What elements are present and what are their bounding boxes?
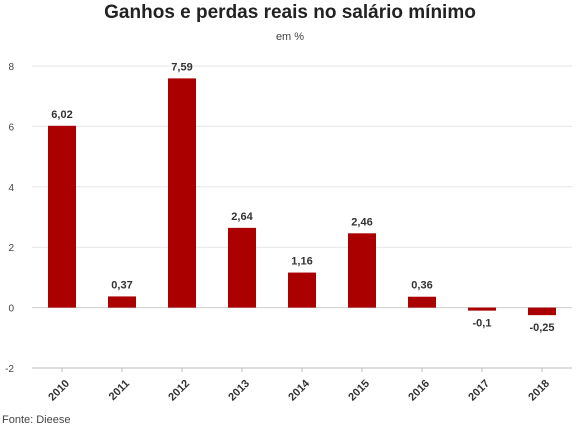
- data-label-2016: 0,36: [411, 280, 432, 292]
- y-tick-label: -2: [5, 364, 14, 375]
- x-tick-label: 2010: [46, 378, 72, 404]
- y-tick-label: 2: [8, 243, 14, 254]
- data-label-2015: 2,46: [351, 216, 372, 228]
- data-label-2012: 7,59: [171, 61, 192, 73]
- x-tick-label: 2017: [466, 378, 492, 404]
- x-tick-label: 2016: [406, 378, 432, 404]
- bar-2010: [48, 125, 76, 308]
- data-label-2014: 1,16: [291, 256, 312, 268]
- data-label-2017: -0,1: [473, 318, 492, 330]
- x-tick-label: 2015: [346, 378, 372, 404]
- x-axis: 2010 2011 2012 2013 2014 2015 2016 2017 2018: [46, 368, 552, 403]
- bar-2012: [168, 78, 196, 308]
- bar-2013: [228, 227, 256, 308]
- bar-2018: [528, 307, 556, 316]
- data-label-2013: 2,64: [231, 211, 253, 223]
- bar-2011: [108, 296, 136, 308]
- data-label-2011: 0,37: [111, 279, 132, 291]
- source-note: Fonte: Dieese: [2, 414, 71, 426]
- y-tick-label: 0: [8, 304, 14, 315]
- data-label-2018: -0,25: [529, 322, 554, 334]
- y-axis: 8 6 4 2 0 -2: [5, 62, 14, 375]
- bar-2014: [288, 272, 316, 308]
- x-tick-label: 2013: [226, 378, 252, 404]
- y-tick-label: 8: [8, 62, 14, 73]
- chart-title: Ganhos e perdas reais no salário mínimo: [104, 2, 476, 23]
- bars: [48, 78, 556, 316]
- y-tick-label: 6: [8, 122, 14, 133]
- x-tick-label: 2014: [286, 377, 312, 403]
- x-tick-label: 2018: [526, 378, 552, 404]
- chart-subtitle: em %: [275, 31, 305, 43]
- bar-2017: [468, 307, 496, 311]
- bar-2016: [408, 296, 436, 308]
- data-label-2010: 6,02: [51, 109, 72, 121]
- bar-2015: [348, 233, 376, 308]
- x-tick-label: 2011: [107, 378, 132, 403]
- x-tick-label: 2012: [166, 378, 192, 404]
- data-labels: 6,02 0,37 7,59 2,64 1,16 2,46 0,36 -0,1 -0,25: [51, 61, 554, 334]
- y-tick-label: 4: [8, 183, 14, 194]
